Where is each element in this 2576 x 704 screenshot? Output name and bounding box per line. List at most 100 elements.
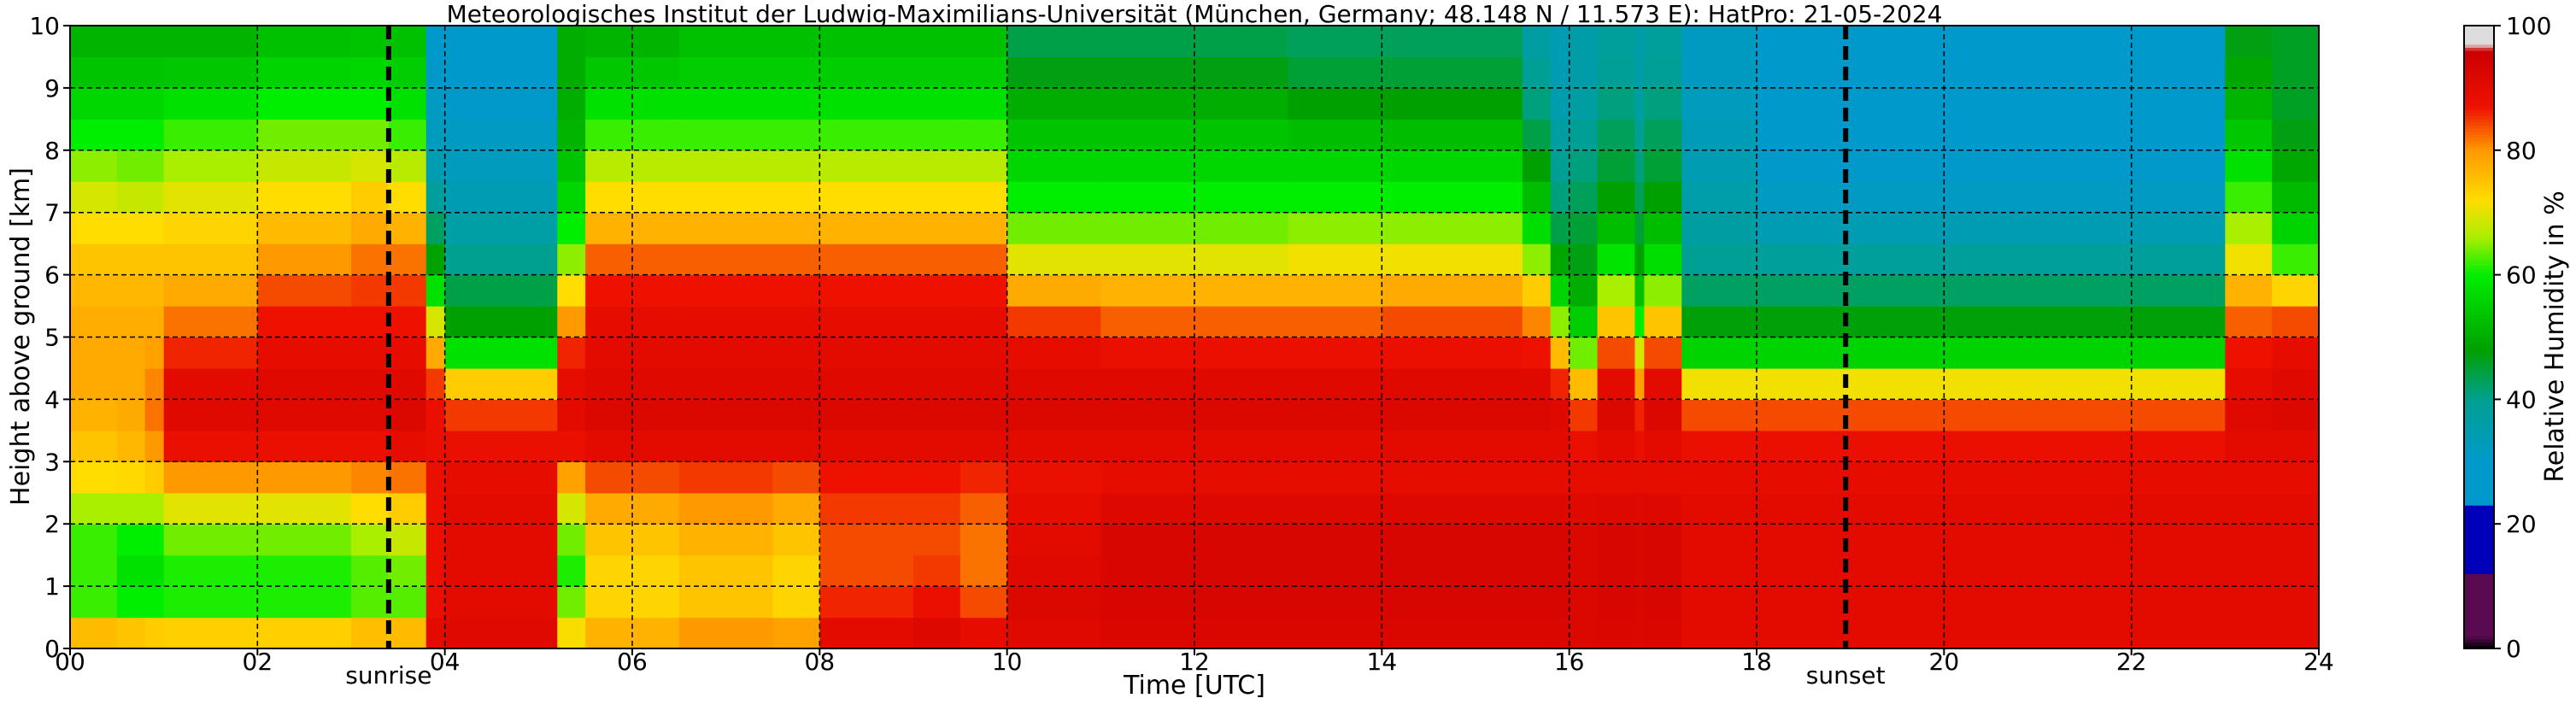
colorbar-swatch [2464,604,2494,609]
colorbar-swatch [2464,530,2494,534]
heatmap-cell [116,492,146,525]
heatmap-cell [1100,274,1195,307]
colorbar-swatch [2464,452,2494,456]
heatmap-cell [1550,617,1570,649]
colorbar-swatch [2464,418,2494,422]
heatmap-cell [444,430,539,462]
heatmap-cell [819,212,914,244]
y-tick-label: 3 [44,448,60,476]
colorbar-swatch [2464,44,2494,48]
heatmap-cell [1522,399,1552,431]
heatmap-cell [1634,306,1645,338]
heatmap-cell [1100,430,1195,462]
heatmap-cell [1100,554,1195,587]
colorbar-swatch [2464,184,2494,188]
heatmap-cell [444,306,539,338]
heatmap-cell [1288,461,1382,494]
colorbar-swatch [2464,583,2494,587]
heatmap-cell [163,26,258,58]
heatmap-cell [257,337,352,369]
heatmap-cell [678,399,774,431]
heatmap-cell [913,306,961,338]
heatmap-cell [144,617,165,649]
heatmap-cell [1757,586,1945,619]
heatmap-cell [1644,554,1682,587]
heatmap-cell [1382,181,1476,214]
heatmap-cell [2272,337,2320,369]
colorbar-swatch [2464,446,2494,450]
heatmap-cell [678,461,774,494]
colorbar-ticks: 0 20 40 60 80 100 [2494,12,2551,663]
heatmap-cell [2272,212,2320,244]
heatmap-cell [1634,430,1645,462]
heatmap-cell [678,524,774,556]
heatmap-cell [959,399,1008,431]
heatmap-cell [772,430,820,462]
heatmap-cell [1944,56,2133,89]
colorbar-tick-label: 100 [2506,12,2551,40]
colorbar-swatch [2464,125,2494,129]
heatmap-cell [1100,367,1195,400]
colorbar-swatch [2464,174,2494,179]
heatmap-cell [1522,26,1552,58]
heatmap-cell [2131,26,2207,58]
heatmap-cell [1681,617,1757,649]
heatmap-cell [1550,181,1570,214]
colorbar-swatches [2464,26,2494,649]
heatmap-cell [538,430,558,462]
heatmap-cell [678,430,774,462]
heatmap-cell [1569,399,1599,431]
heatmap-cell [1476,243,1523,276]
heatmap-cell [1522,586,1552,619]
heatmap-cell [538,461,558,494]
heatmap-cell [1476,56,1523,89]
heatmap-cell [1681,119,1757,151]
heatmap-cell [2225,399,2273,431]
heatmap-cell [2206,181,2226,214]
colorbar-swatch [2464,352,2494,356]
colorbar-tick-label: 60 [2506,261,2537,290]
colorbar-swatch [2464,227,2494,232]
heatmap-cell [163,337,258,369]
heatmap-cell [1597,367,1636,400]
colorbar-swatch [2464,119,2494,123]
heatmap-cell [1597,337,1636,369]
heatmap-cell [2131,399,2207,431]
colorbar-swatch [2464,200,2494,204]
colorbar-tick-label: 40 [2506,385,2537,414]
heatmap-cell [163,306,258,338]
heatmap-cell [913,26,961,58]
heatmap-cell [557,87,586,120]
heatmap-cell [2131,554,2207,587]
heatmap-cell [351,554,390,587]
heatmap-cell [538,492,558,525]
heatmap-cell [772,554,820,587]
heatmap-cell [1681,56,1757,89]
heatmap-cell [1100,119,1195,151]
heatmap-cell [772,337,820,369]
heatmap-cell [959,26,1008,58]
heatmap-cell [557,367,586,400]
heatmap-cell [388,524,427,556]
colorbar-swatch [2464,78,2494,83]
heatmap-cell [557,150,586,182]
heatmap-cell [1522,119,1552,151]
heatmap-cell [1681,243,1757,276]
heatmap-cell [1288,367,1382,400]
heatmap-cell [1476,617,1523,649]
colorbar-swatch [2464,477,2494,481]
heatmap-cell [1194,554,1289,587]
heatmap-cell [1382,119,1476,151]
heatmap-cell [70,26,118,58]
heatmap-cell [538,212,558,244]
heatmap-cell [1194,212,1289,244]
heatmap-cell [538,524,558,556]
heatmap-cell [1569,150,1599,182]
heatmap-cell [70,367,118,400]
heatmap-cell [425,306,446,338]
heatmap-cell [144,399,165,431]
heatmap-cell [1382,399,1476,431]
heatmap-cell [1288,337,1382,369]
heatmap-cell [1944,586,2133,619]
heatmap-cell [257,150,352,182]
